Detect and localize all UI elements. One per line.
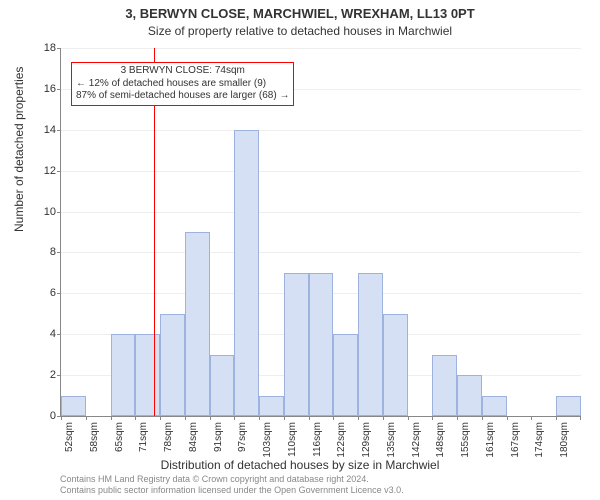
- x-tick-label: 97sqm: [237, 422, 248, 462]
- x-tick-label: 167sqm: [510, 422, 521, 462]
- x-tick-label: 148sqm: [435, 422, 446, 462]
- chart-title-address: 3, BERWYN CLOSE, MARCHWIEL, WREXHAM, LL1…: [0, 6, 600, 21]
- x-tick-label: 122sqm: [336, 422, 347, 462]
- chart-subtitle: Size of property relative to detached ho…: [0, 24, 600, 38]
- x-tick-label: 174sqm: [534, 422, 545, 462]
- footer-line-2: Contains public sector information licen…: [60, 485, 404, 496]
- x-tick-mark: [358, 416, 359, 420]
- x-tick-mark: [580, 416, 581, 420]
- x-tick-mark: [135, 416, 136, 420]
- x-tick-mark: [482, 416, 483, 420]
- reference-annotation: 3 BERWYN CLOSE: 74sqm ← 12% of detached …: [71, 62, 294, 106]
- x-tick-label: 135sqm: [386, 422, 397, 462]
- x-tick-label: 180sqm: [559, 422, 570, 462]
- y-tick-label: 12: [26, 165, 56, 177]
- x-tick-mark: [185, 416, 186, 420]
- y-tick-label: 0: [26, 410, 56, 422]
- histogram-bar: [457, 375, 482, 416]
- y-tick-mark: [57, 375, 61, 376]
- histogram-bar: [358, 273, 383, 416]
- annotation-line-1: 3 BERWYN CLOSE: 74sqm: [76, 65, 289, 78]
- y-tick-mark: [57, 212, 61, 213]
- x-tick-label: 58sqm: [89, 422, 100, 462]
- x-tick-label: 116sqm: [312, 422, 323, 462]
- histogram-bar: [61, 396, 86, 416]
- x-tick-label: 161sqm: [485, 422, 496, 462]
- x-tick-mark: [259, 416, 260, 420]
- y-tick-label: 18: [26, 42, 56, 54]
- y-tick-label: 16: [26, 83, 56, 95]
- x-tick-mark: [457, 416, 458, 420]
- x-tick-label: 71sqm: [138, 422, 149, 462]
- annotation-line-2: ← 12% of detached houses are smaller (9): [76, 78, 289, 91]
- x-tick-label: 142sqm: [411, 422, 422, 462]
- x-tick-label: 103sqm: [262, 422, 273, 462]
- x-tick-mark: [160, 416, 161, 420]
- x-tick-mark: [333, 416, 334, 420]
- histogram-bar: [185, 232, 210, 416]
- x-tick-label: 129sqm: [361, 422, 372, 462]
- y-tick-mark: [57, 252, 61, 253]
- histogram-bar: [135, 334, 160, 416]
- x-tick-label: 84sqm: [188, 422, 199, 462]
- x-tick-mark: [556, 416, 557, 420]
- footer-line-1: Contains HM Land Registry data © Crown c…: [60, 474, 404, 485]
- histogram-bar: [333, 334, 358, 416]
- grid-line: [61, 252, 581, 253]
- y-tick-mark: [57, 334, 61, 335]
- y-tick-mark: [57, 293, 61, 294]
- grid-line: [61, 48, 581, 49]
- y-tick-mark: [57, 48, 61, 49]
- y-tick-mark: [57, 171, 61, 172]
- x-tick-label: 78sqm: [163, 422, 174, 462]
- histogram-bar: [210, 355, 235, 416]
- grid-line: [61, 130, 581, 131]
- x-tick-mark: [234, 416, 235, 420]
- histogram-bar: [482, 396, 507, 416]
- x-tick-mark: [86, 416, 87, 420]
- y-tick-label: 2: [26, 369, 56, 381]
- histogram-bar: [383, 314, 408, 416]
- y-tick-label: 6: [26, 287, 56, 299]
- y-tick-label: 4: [26, 328, 56, 340]
- annotation-line-3: 87% of semi-detached houses are larger (…: [76, 90, 289, 103]
- histogram-bar: [284, 273, 309, 416]
- y-tick-label: 8: [26, 246, 56, 258]
- x-tick-label: 65sqm: [114, 422, 125, 462]
- grid-line: [61, 171, 581, 172]
- histogram-bar: [259, 396, 284, 416]
- x-tick-mark: [432, 416, 433, 420]
- x-tick-label: 52sqm: [64, 422, 75, 462]
- x-tick-mark: [111, 416, 112, 420]
- x-tick-mark: [210, 416, 211, 420]
- x-tick-mark: [507, 416, 508, 420]
- y-axis-label: Number of detached properties: [12, 67, 26, 232]
- x-tick-label: 91sqm: [213, 422, 224, 462]
- histogram-bar: [160, 314, 185, 416]
- histogram-bar: [432, 355, 457, 416]
- y-tick-label: 14: [26, 124, 56, 136]
- x-tick-mark: [61, 416, 62, 420]
- histogram-bar: [556, 396, 581, 416]
- plot-area: 3 BERWYN CLOSE: 74sqm ← 12% of detached …: [60, 48, 581, 417]
- y-tick-label: 10: [26, 206, 56, 218]
- y-tick-mark: [57, 130, 61, 131]
- grid-line: [61, 212, 581, 213]
- x-tick-mark: [383, 416, 384, 420]
- y-tick-mark: [57, 89, 61, 90]
- x-tick-mark: [408, 416, 409, 420]
- histogram-bar: [234, 130, 259, 416]
- histogram-bar: [309, 273, 334, 416]
- histogram-bar: [111, 334, 136, 416]
- x-tick-label: 110sqm: [287, 422, 298, 462]
- x-tick-mark: [531, 416, 532, 420]
- x-tick-mark: [309, 416, 310, 420]
- x-tick-label: 155sqm: [460, 422, 471, 462]
- x-tick-mark: [284, 416, 285, 420]
- attribution-footer: Contains HM Land Registry data © Crown c…: [60, 474, 404, 496]
